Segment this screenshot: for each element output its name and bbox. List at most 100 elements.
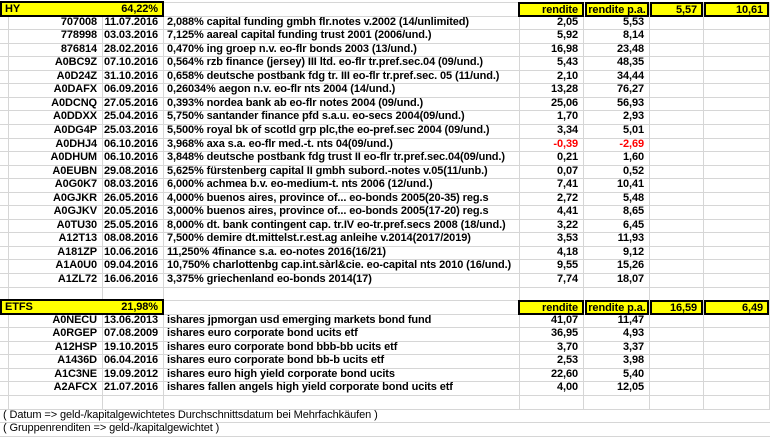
security-name-cell[interactable]: 3,375% griechenland eo-bonds 2014(17) xyxy=(167,273,372,285)
purchase-date-cell[interactable]: 26.05.2016 xyxy=(103,191,158,204)
purchase-date-cell[interactable]: 06.09.2016 xyxy=(103,83,158,96)
security-name-cell[interactable]: 11,250% 4finance s.a. eo-notes 2016(16/2… xyxy=(167,245,386,258)
security-name-cell[interactable]: 6,000% achmea b.v. eo-medium-t. nts 2006… xyxy=(167,178,433,191)
rendite-pa-column-header[interactable]: rendite p.a. xyxy=(585,299,649,316)
rendite-value-cell[interactable]: 4,41 xyxy=(556,205,578,218)
rendite-value-cell[interactable]: 3,53 xyxy=(556,232,578,245)
rendite-pa-value-cell[interactable]: 23,48 xyxy=(616,42,644,55)
rendite-value-cell[interactable]: 2,53 xyxy=(556,354,578,367)
security-name-cell[interactable]: 5,500% royal bk of scotld grp plc,the eo… xyxy=(167,123,490,136)
purchase-date-cell[interactable]: 16.06.2016 xyxy=(103,273,158,285)
purchase-date-cell[interactable]: 07.10.2016 xyxy=(103,56,158,69)
rendite-value-cell[interactable]: 4,18 xyxy=(556,245,578,258)
rendite-pa-value-cell[interactable]: 48,35 xyxy=(616,56,644,69)
security-name-cell[interactable]: 4,000% buenos aires, province of... eo-b… xyxy=(167,191,489,204)
wkn-cell[interactable]: 778998 xyxy=(60,29,97,42)
security-name-cell[interactable]: 3,000% buenos aires, province of... eo-b… xyxy=(167,205,489,218)
rendite-pa-value-cell[interactable]: 76,27 xyxy=(616,83,644,96)
security-name-cell[interactable]: 0,564% rzb finance (jersey) III ltd. eo-… xyxy=(167,56,483,69)
rendite-pa-value-cell[interactable]: 1,60 xyxy=(622,151,644,164)
wkn-cell[interactable]: A0DDXX xyxy=(52,110,97,123)
rendite-pa-column-header[interactable]: rendite p.a. xyxy=(585,1,649,17)
wkn-cell[interactable]: A0GJKV xyxy=(53,205,98,218)
purchase-date-cell[interactable]: 13.06.2013 xyxy=(103,313,158,326)
security-name-cell[interactable]: 10,750% charlottenbg cap.int.sàrl&cie. e… xyxy=(167,259,512,272)
rendite-column-header[interactable]: rendite xyxy=(518,299,584,316)
purchase-date-cell[interactable]: 08.08.2016 xyxy=(103,232,158,245)
rendite-pa-value-cell[interactable]: 5,53 xyxy=(622,15,644,28)
rendite-value-cell[interactable]: 25,06 xyxy=(550,96,578,109)
security-name-cell[interactable]: ishares jpmorgan usd emerging markets bo… xyxy=(167,313,432,326)
rendite-value-cell[interactable]: 7,74 xyxy=(556,273,578,285)
purchase-date-cell[interactable]: 10.06.2016 xyxy=(103,245,158,258)
rendite-pa-value-cell[interactable]: 11,47 xyxy=(617,313,645,326)
security-name-cell[interactable]: 5,750% santander finance pfd s.a.u. eo-s… xyxy=(167,110,465,123)
purchase-date-cell[interactable]: 20.05.2016 xyxy=(103,205,158,218)
wkn-cell[interactable]: A12T13 xyxy=(58,232,97,245)
wkn-cell[interactable]: A0EUBN xyxy=(52,164,97,177)
security-name-cell[interactable]: ishares euro corporate bond bbb-bb ucits… xyxy=(167,340,398,353)
purchase-date-cell[interactable]: 25.04.2016 xyxy=(103,110,158,123)
wkn-cell[interactable]: A0G0K7 xyxy=(54,178,97,191)
rendite-value-cell[interactable]: 2,72 xyxy=(556,191,578,204)
rendite-pa-value-cell[interactable]: 8,14 xyxy=(622,29,644,42)
wkn-cell[interactable]: A0DHJ4 xyxy=(55,137,97,150)
rendite-pa-value-cell[interactable]: 12,05 xyxy=(616,381,644,394)
wkn-cell[interactable]: 707008 xyxy=(60,15,97,28)
rendite-pa-value-cell[interactable]: 5,48 xyxy=(622,191,644,204)
purchase-date-cell[interactable]: 06.10.2016 xyxy=(103,137,158,150)
security-name-cell[interactable]: 8,000% dt. bank contingent cap. tr.IV eo… xyxy=(167,218,506,231)
rendite-pa-value-cell[interactable]: 9,12 xyxy=(622,245,644,258)
purchase-date-cell[interactable]: 27.05.2016 xyxy=(103,96,158,109)
purchase-date-cell[interactable]: 19.09.2012 xyxy=(103,367,158,380)
rendite-pa-value-cell[interactable]: 5,01 xyxy=(622,123,644,136)
security-name-cell[interactable]: 0,658% deutsche postbank fdg tr. III eo-… xyxy=(167,69,500,82)
rendite-value-cell[interactable]: 7,41 xyxy=(556,178,578,191)
rendite-pa-value-cell[interactable]: 34,44 xyxy=(616,69,644,82)
rendite-value-cell[interactable]: 2,05 xyxy=(556,15,578,28)
purchase-date-cell[interactable]: 28.02.2016 xyxy=(103,42,158,55)
group-rendite-pa-total-cell[interactable]: 6,49 xyxy=(704,299,769,316)
rendite-value-cell[interactable]: 4,00 xyxy=(556,381,578,394)
group-rendite-total-cell[interactable]: 16,59 xyxy=(650,299,703,316)
rendite-value-cell[interactable]: 5,43 xyxy=(556,56,578,69)
rendite-pa-value-cell[interactable]: 10,41 xyxy=(616,178,644,191)
purchase-date-cell[interactable]: 21.07.2016 xyxy=(103,381,158,394)
wkn-cell[interactable]: 876814 xyxy=(60,42,97,55)
rendite-value-cell[interactable]: -0,39 xyxy=(553,137,578,150)
rendite-pa-value-cell[interactable]: 15,26 xyxy=(616,259,644,272)
rendite-value-cell[interactable]: 0,07 xyxy=(556,164,578,177)
rendite-value-cell[interactable]: 3,34 xyxy=(556,123,578,136)
purchase-date-cell[interactable]: 06.10.2016 xyxy=(103,151,158,164)
rendite-value-cell[interactable]: 16,98 xyxy=(550,42,578,55)
security-name-cell[interactable]: 0,393% nordea bank ab eo-flr notes 2004 … xyxy=(167,96,424,109)
rendite-value-cell[interactable]: 2,10 xyxy=(556,69,578,82)
wkn-cell[interactable]: A181ZP xyxy=(57,245,97,258)
security-name-cell[interactable]: 5,625% fürstenberg capital II gmbh subor… xyxy=(167,164,488,177)
wkn-cell[interactable]: A0D24Z xyxy=(56,69,97,82)
wkn-cell[interactable]: A1ZL72 xyxy=(57,273,97,285)
rendite-pa-value-cell[interactable]: 6,45 xyxy=(622,218,644,231)
rendite-pa-value-cell[interactable]: 4,93 xyxy=(622,327,644,340)
rendite-value-cell[interactable]: 5,92 xyxy=(556,29,578,42)
wkn-cell[interactable]: A0DCNQ xyxy=(51,96,97,109)
wkn-cell[interactable]: A1436D xyxy=(57,354,97,367)
purchase-date-cell[interactable]: 08.03.2016 xyxy=(103,178,158,191)
rendite-pa-value-cell[interactable]: 8,65 xyxy=(622,205,644,218)
rendite-pa-value-cell[interactable]: 56,93 xyxy=(616,96,644,109)
group-summary-cell[interactable]: HY 64,22% xyxy=(0,1,164,17)
rendite-value-cell[interactable]: 3,22 xyxy=(556,218,578,231)
purchase-date-cell[interactable]: 25.05.2016 xyxy=(103,218,158,231)
security-name-cell[interactable]: ishares euro corporate bond bb-b ucits e… xyxy=(167,354,385,367)
security-name-cell[interactable]: 7,500% demire dt.mittelst.r.est.ag anlei… xyxy=(167,232,471,245)
wkn-cell[interactable]: A0GJKR xyxy=(52,191,97,204)
purchase-date-cell[interactable]: 07.08.2009 xyxy=(103,327,158,340)
security-name-cell[interactable]: 0,470% ing groep n.v. eo-flr bonds 2003 … xyxy=(167,42,417,55)
purchase-date-cell[interactable]: 09.04.2016 xyxy=(103,259,158,272)
rendite-value-cell[interactable]: 36,95 xyxy=(550,327,578,340)
rendite-value-cell[interactable]: 13,28 xyxy=(550,83,578,96)
wkn-cell[interactable]: A2AFCX xyxy=(53,381,98,394)
group-summary-cell[interactable]: ETFS 21,98% xyxy=(0,299,164,316)
security-name-cell[interactable]: ishares euro corporate bond ucits etf xyxy=(167,327,358,340)
security-name-cell[interactable]: 2,088% capital funding gmbh flr.notes v.… xyxy=(167,15,469,28)
